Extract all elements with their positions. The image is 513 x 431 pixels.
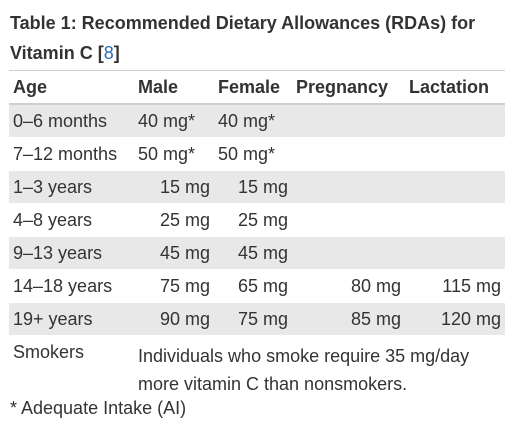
cell-age: 19+ years xyxy=(9,302,134,336)
cell-age: 1–3 years xyxy=(9,170,134,204)
cell-male: 40 mg* xyxy=(134,104,214,138)
cell-lactation xyxy=(405,104,505,138)
table-row: 7–12 months 50 mg* 50 mg* xyxy=(9,138,505,171)
cell-pregnancy xyxy=(292,138,405,171)
cell-female: 65 mg xyxy=(237,275,288,296)
table-row: 1–3 years 15 mg 15 mg xyxy=(9,170,505,204)
cell-age: 7–12 months xyxy=(13,143,118,164)
cell-pregnancy: 85 mg xyxy=(292,302,405,336)
table-row: 9–13 years 45 mg 45 mg xyxy=(9,236,505,270)
header-lactation: Lactation xyxy=(405,70,505,105)
table-row: 0–6 months 40 mg* 40 mg* xyxy=(9,104,505,138)
cell-pregnancy xyxy=(292,236,405,270)
reference-link[interactable]: 8 xyxy=(103,43,114,63)
table-row: 19+ years 90 mg 75 mg 85 mg 120 mg xyxy=(9,302,505,336)
cell-pregnancy xyxy=(292,170,405,204)
caption-close: ] xyxy=(113,43,120,63)
table-row: 4–8 years 25 mg 25 mg xyxy=(9,204,505,237)
smokers-note: Individuals who smoke require 35 mg/day … xyxy=(134,335,505,405)
cell-pregnancy xyxy=(292,104,405,138)
table-row: 14–18 years 75 mg 65 mg 80 mg 115 mg xyxy=(9,270,505,303)
header-age: Age xyxy=(9,70,134,105)
cell-female: 75 mg xyxy=(214,302,292,336)
cell-male: 50 mg* xyxy=(138,143,196,164)
cell-lactation: 120 mg xyxy=(405,302,505,336)
cell-female: 45 mg xyxy=(214,236,292,270)
caption-text: Table 1: Recommended Dietary Allowances … xyxy=(10,13,476,63)
cell-age: 0–6 months xyxy=(9,104,134,138)
smokers-label: Smokers xyxy=(9,335,134,405)
cell-female: 25 mg xyxy=(237,209,288,230)
cell-male: 15 mg xyxy=(134,170,214,204)
header-male: Male xyxy=(134,70,214,105)
cell-pregnancy: 80 mg xyxy=(350,275,401,296)
cell-female: 50 mg* xyxy=(218,143,276,164)
cell-lactation: 115 mg xyxy=(442,275,501,296)
cell-female: 40 mg* xyxy=(214,104,292,138)
header-pregnancy: Pregnancy xyxy=(292,70,405,105)
cell-age: 9–13 years xyxy=(9,236,134,270)
header-row: Age Male Female Pregnancy Lactation xyxy=(9,70,505,105)
cell-age: 4–8 years xyxy=(13,209,93,230)
footnote-ai: * Adequate Intake (AI) xyxy=(10,398,187,418)
cell-male: 45 mg xyxy=(134,236,214,270)
cell-male: 90 mg xyxy=(134,302,214,336)
cell-lactation xyxy=(405,204,505,237)
cell-age: 14–18 years xyxy=(13,275,113,296)
smokers-row: Smokers Individuals who smoke require 35… xyxy=(9,335,505,405)
cell-lactation xyxy=(405,236,505,270)
cell-male: 25 mg xyxy=(159,209,210,230)
cell-female: 15 mg xyxy=(214,170,292,204)
cell-pregnancy xyxy=(292,204,405,237)
cell-lactation xyxy=(405,138,505,171)
cell-male: 75 mg xyxy=(159,275,210,296)
cell-lactation xyxy=(405,170,505,204)
header-female: Female xyxy=(214,70,292,105)
rda-table: Age Male Female Pregnancy Lactation 0–6 … xyxy=(9,70,505,405)
table-caption: Table 1: Recommended Dietary Allowances … xyxy=(10,8,505,68)
